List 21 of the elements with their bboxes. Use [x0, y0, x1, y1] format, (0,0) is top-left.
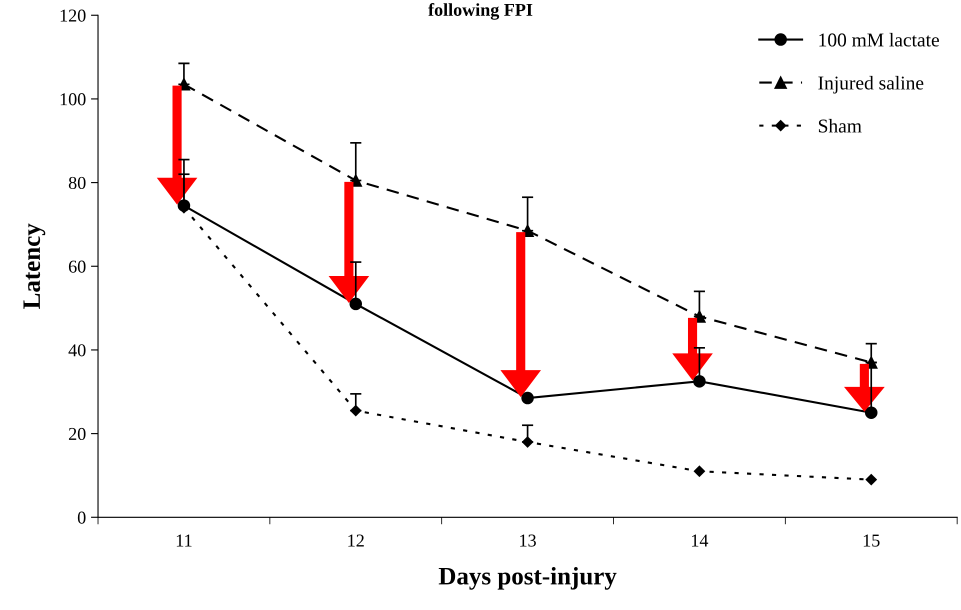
x-axis-title: Days post-injury — [438, 566, 617, 590]
point — [866, 474, 877, 486]
y-tick-label: 120 — [60, 10, 86, 22]
legend-label: 100 mM lactate — [819, 32, 939, 47]
y-tick-label: 60 — [68, 260, 86, 273]
y-axis-title: Latency — [23, 223, 46, 309]
legend-label: Injured saline — [818, 76, 924, 94]
y-tick-label: 40 — [68, 344, 86, 356]
y-tick-label: 20 — [68, 428, 86, 440]
chart-title: following FPI — [428, 3, 532, 20]
y-tick-label: 100 — [60, 93, 86, 106]
x-tick-label: 15 — [864, 534, 880, 547]
x-tick-label: 11 — [176, 534, 192, 546]
point — [694, 466, 706, 477]
x-tick-label: 14 — [692, 534, 708, 546]
point — [521, 392, 534, 404]
x-tick-label: 13 — [520, 534, 536, 547]
y-tick-label: 80 — [68, 176, 86, 190]
x-tick-label: 12 — [348, 534, 364, 546]
y-tick-label: 0 — [78, 512, 86, 524]
legend-label: Sham — [818, 118, 862, 133]
